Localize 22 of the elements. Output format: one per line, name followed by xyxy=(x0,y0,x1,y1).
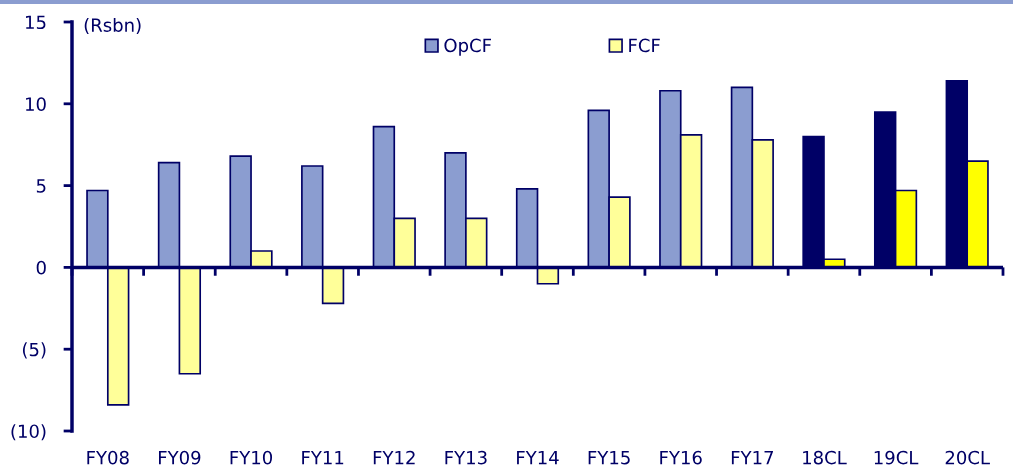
legend-label: FCF xyxy=(629,38,660,53)
x-tick-label: FY17 xyxy=(731,451,773,465)
x-tick-label: FY09 xyxy=(159,450,201,465)
x-tick-label: FY14 xyxy=(517,451,559,465)
x-tick-label: 18CL xyxy=(803,450,847,465)
x-tick-label: FY10 xyxy=(230,450,273,465)
x-tick-label: FY08 xyxy=(87,450,129,465)
x-tick-label: FY13 xyxy=(445,450,487,465)
x-tick-label: FY12 xyxy=(373,450,415,465)
x-tick-label: FY15 xyxy=(588,451,630,465)
x-tick-label: FY16 xyxy=(660,450,702,465)
y-tick-label: 5 xyxy=(36,179,46,193)
x-tick-label: 20CL xyxy=(945,450,990,465)
y-tick-label: 15 xyxy=(26,15,46,30)
y-tick-label: 10 xyxy=(26,97,46,111)
y-tick-label: (5) xyxy=(22,342,46,359)
y-tick-label: 0 xyxy=(36,260,46,275)
x-tick-label: 19CL xyxy=(874,450,919,465)
y-axis-title: (Rsbn) xyxy=(84,17,141,35)
legend-label: OpCF xyxy=(444,38,491,56)
y-tick-label: (10) xyxy=(11,424,46,441)
x-tick-label: FY11 xyxy=(302,451,344,465)
